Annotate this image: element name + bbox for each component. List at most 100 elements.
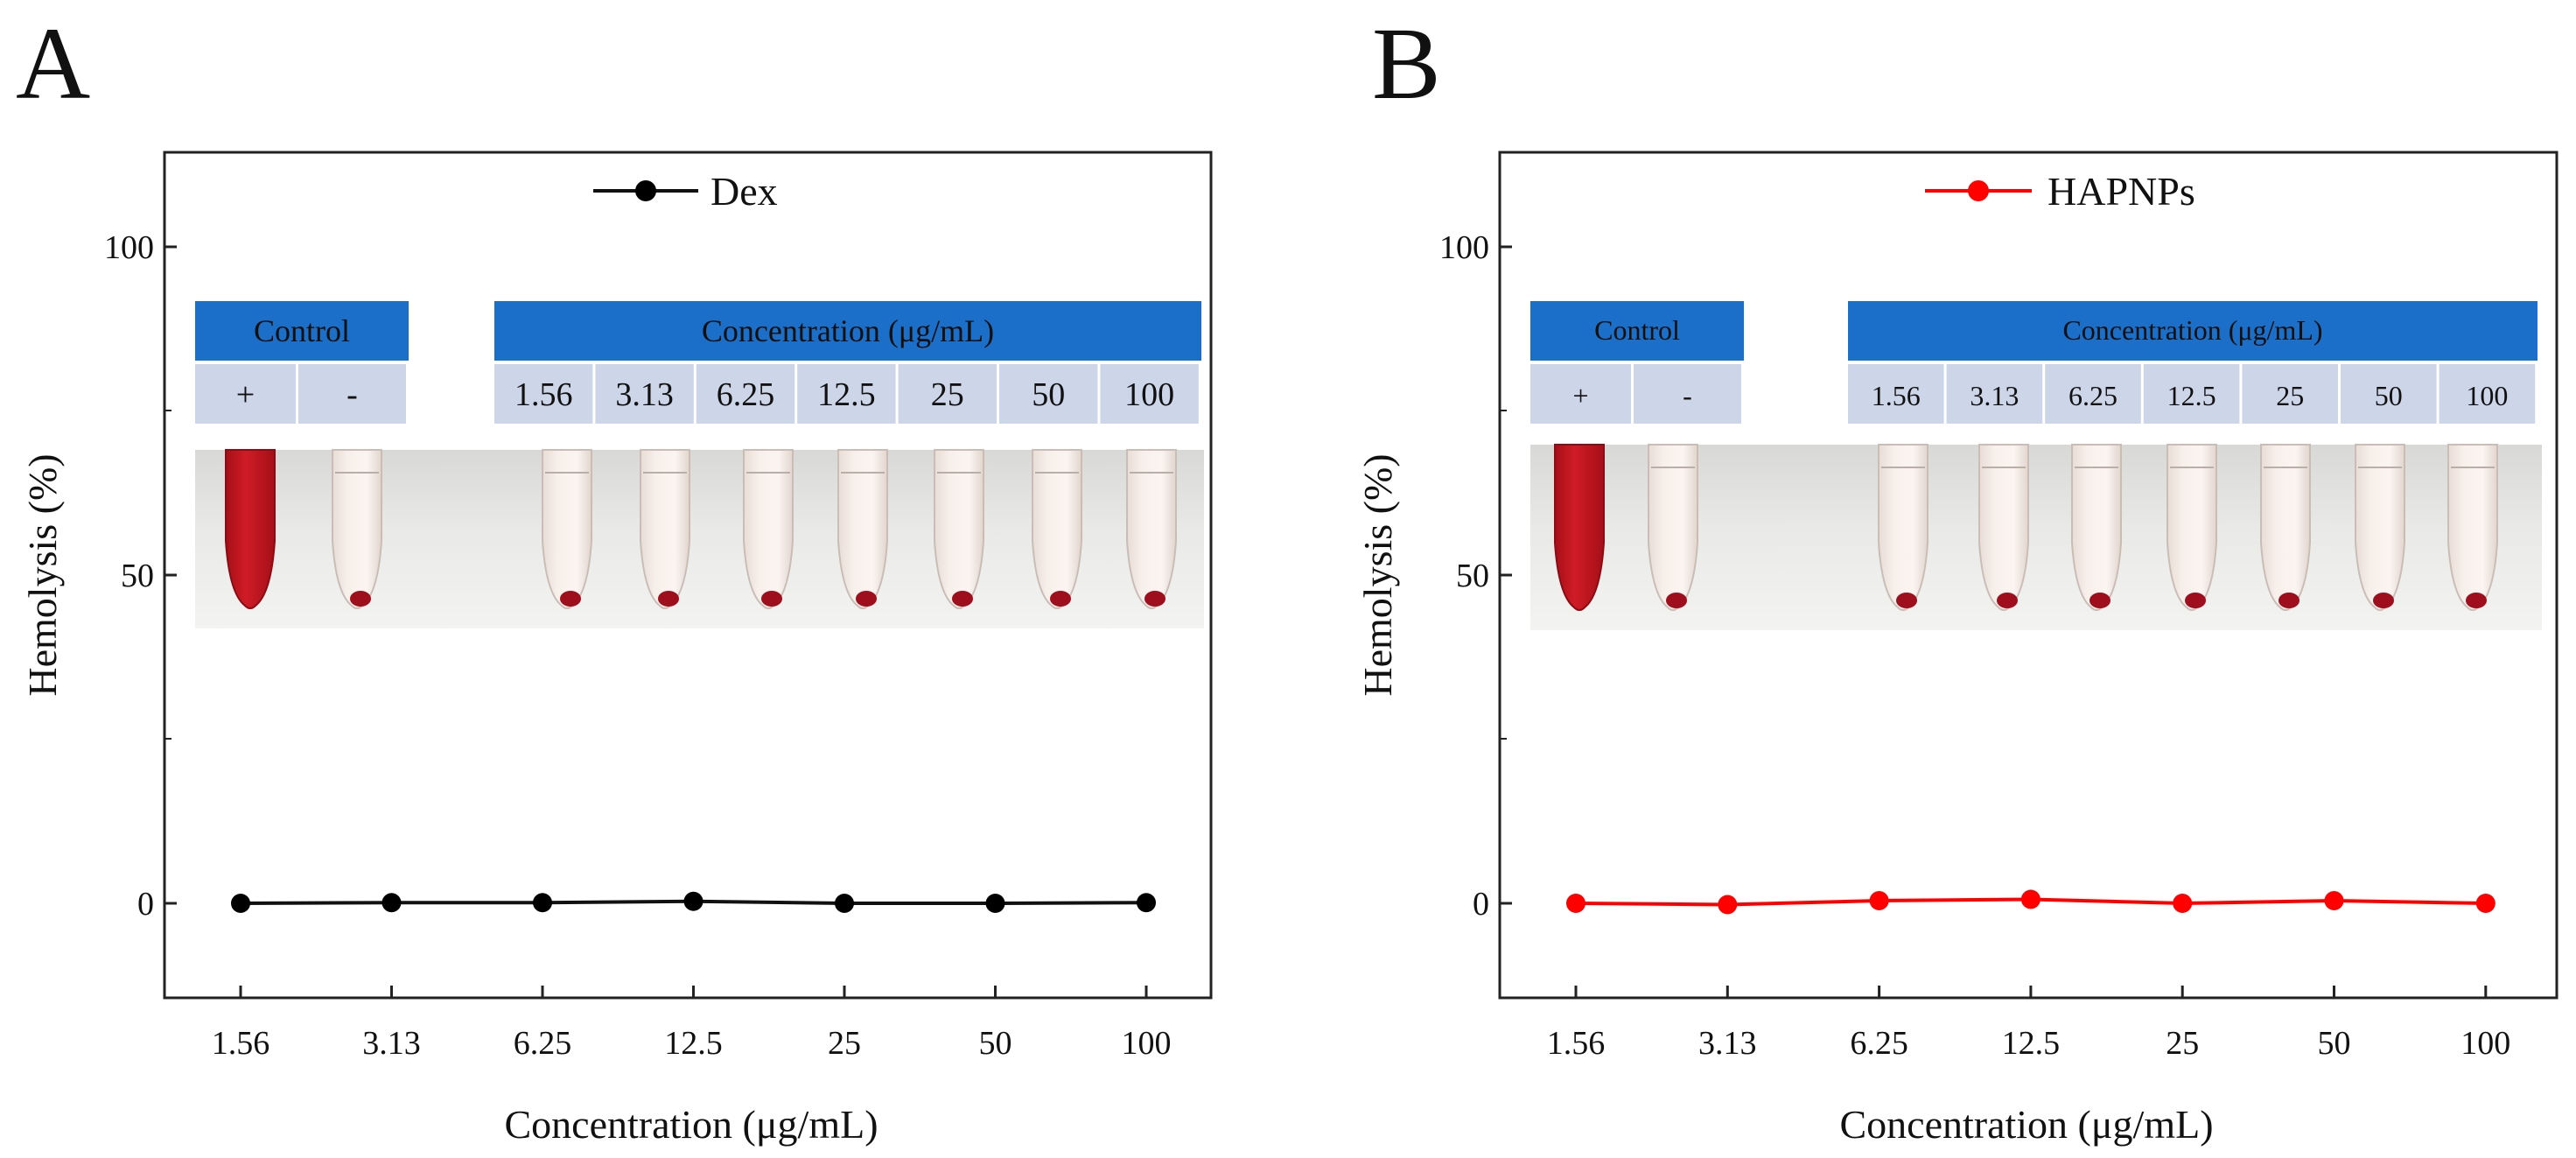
panel-a-concentration-label: 12.5 [817, 376, 876, 413]
panel-a-concentration-cell [1100, 364, 1199, 424]
panel-b-ylabel: Hemolysis (%) [1355, 453, 1400, 696]
panel-a-concentration-cell [696, 364, 795, 424]
panel-b-data-point [2475, 894, 2496, 913]
panel-a-data-point [382, 893, 402, 913]
panel-b-concentration-cell [2045, 364, 2141, 424]
panel-b-concentration-header: Concentration (μg/mL) [2062, 314, 2322, 346]
panel-b-xtick-label: 50 [2318, 1025, 2351, 1062]
panel-a-concentration-header: Concentration (μg/mL) [702, 313, 994, 348]
tube-positive-control [1554, 444, 1605, 611]
panel-b-xtick-label: 100 [2460, 1025, 2510, 1062]
tube-pellet [1666, 593, 1687, 608]
panel-b-inset-table: Control Concentration (μg/mL) + - 1.56 3.13… [1530, 301, 2538, 424]
panel-b-ytick-label-50: 50 [1456, 558, 1489, 594]
panel-a-concentration-label: 50 [1032, 376, 1065, 413]
tube-positive-control [225, 449, 276, 609]
panel-a-data-point [533, 893, 552, 913]
tube [2260, 444, 2311, 611]
panel-b-series-hapnps [1566, 889, 2496, 915]
tube [1648, 444, 1698, 611]
panel-b-concentration-cell [1946, 364, 2043, 424]
panel-a-control-cell [298, 364, 406, 424]
panel-b-control-label: - [1683, 380, 1692, 411]
panel-b-concentration-label: 3.13 [1970, 380, 2019, 411]
panel-a-ytick-label-50: 50 [121, 558, 154, 594]
panel-a-concentration-cell [898, 364, 997, 424]
panel-a-concentration-cell [494, 364, 593, 424]
panel-b-concentration-label: 25 [2276, 380, 2304, 411]
tube-pellet [761, 591, 782, 607]
panel-b: B 100 50 0 Hemolysis (%) 1.56 3.13 6.25 12.… [1355, 6, 2558, 1147]
tube [934, 449, 984, 609]
panel-a-data-point [835, 894, 854, 913]
panel-a-xtick-label: 100 [1122, 1025, 1172, 1062]
panel-a-x-axis: 1.56 3.13 6.25 12.5 25 50 100 Concentration (μ… [212, 986, 1172, 1147]
panel-b-control-label: + [1572, 380, 1588, 411]
panel-b-control-header: Control [1594, 314, 1680, 346]
panel-a-concentration-label: 1.56 [514, 376, 573, 413]
panel-b-y-axis: 100 50 0 Hemolysis (%) [1355, 229, 1512, 923]
panel-b-control-header-cell [1530, 301, 1744, 361]
panel-a-data-point [231, 894, 250, 913]
tube-pellet [1050, 591, 1071, 607]
tube [1032, 449, 1082, 609]
tube [2447, 444, 2498, 611]
tube [2355, 444, 2405, 611]
panel-b-concentration-header-cell [1848, 301, 2538, 361]
panel-a-data-point [683, 891, 704, 911]
panel-a-series-dex [231, 891, 1156, 913]
tube-pellet [856, 591, 877, 607]
panel-b-control-cell [1634, 364, 1741, 424]
panel-b-data-point [2020, 889, 2040, 909]
panel-a-legend-label: Dex [710, 169, 778, 214]
panel-b-concentration-cell [1848, 364, 1944, 424]
panel-b-concentration-label: 100 [2466, 380, 2508, 411]
panel-a-data-point [985, 894, 1005, 913]
tube-pellet [2278, 593, 2300, 608]
panel-a-control-header: Control [254, 313, 350, 348]
panel-b-concentration-cell [2143, 364, 2240, 424]
panel-b-legend-label: HAPNPs [2048, 169, 2195, 214]
tube-pellet [658, 591, 679, 607]
panel-b-concentration-label: 1.56 [1872, 380, 1921, 411]
panel-b-data-point [1869, 891, 1889, 910]
panel-b-concentration-label: 12.5 [2167, 380, 2216, 411]
panel-a-legend: Dex [593, 169, 778, 214]
panel-b-ytick-label-100: 100 [1439, 229, 1489, 266]
panel-a-ytick-label-100: 100 [104, 229, 154, 266]
panel-a-concentration-cell [595, 364, 694, 424]
tube-pellet [2185, 593, 2206, 608]
panel-b-data-point [2324, 891, 2344, 910]
tube-pellet [2090, 593, 2110, 608]
panel-b-tube-photo [1530, 444, 2542, 630]
panel-b-xtick-label: 6.25 [1850, 1025, 1908, 1062]
panel-b-ytick-label-0: 0 [1473, 886, 1489, 923]
tube [1126, 449, 1177, 609]
panel-b-concentration-cell [2242, 364, 2338, 424]
panel-a-letter: A [16, 6, 90, 121]
tube [1878, 444, 1928, 611]
panel-a-concentration-header-cell [494, 301, 1201, 361]
panel-a-concentration-cell [797, 364, 896, 424]
panel-a-concentration-cell [999, 364, 1098, 424]
tube [1978, 444, 2029, 611]
panel-a-control-label: + [236, 376, 255, 413]
tube [332, 449, 382, 609]
panel-b-concentration-label: 6.25 [2068, 380, 2118, 411]
panel-a-xtick-label: 1.56 [212, 1025, 270, 1062]
tube-pellet [952, 591, 973, 607]
tube-pellet [1997, 593, 2018, 608]
panel-a-concentration-label: 25 [931, 376, 964, 413]
panel-b-concentration-cell [2341, 364, 2437, 424]
panel-a-ylabel: Hemolysis (%) [20, 453, 65, 696]
panel-b-xtick-label: 3.13 [1698, 1025, 1757, 1062]
tube [2071, 444, 2122, 611]
panel-a-inset-table: Control Concentration (μg/mL) + - 1.56 3.13… [195, 301, 1201, 424]
panel-b-letter: B [1372, 6, 1441, 121]
tube-pellet [560, 591, 581, 607]
panel-b-xtick-label: 12.5 [2002, 1025, 2061, 1062]
panel-b-xtick-label: 25 [2166, 1025, 2199, 1062]
panel-b-legend: HAPNPs [1925, 169, 2195, 214]
panel-b-concentration-cell [2439, 364, 2536, 424]
